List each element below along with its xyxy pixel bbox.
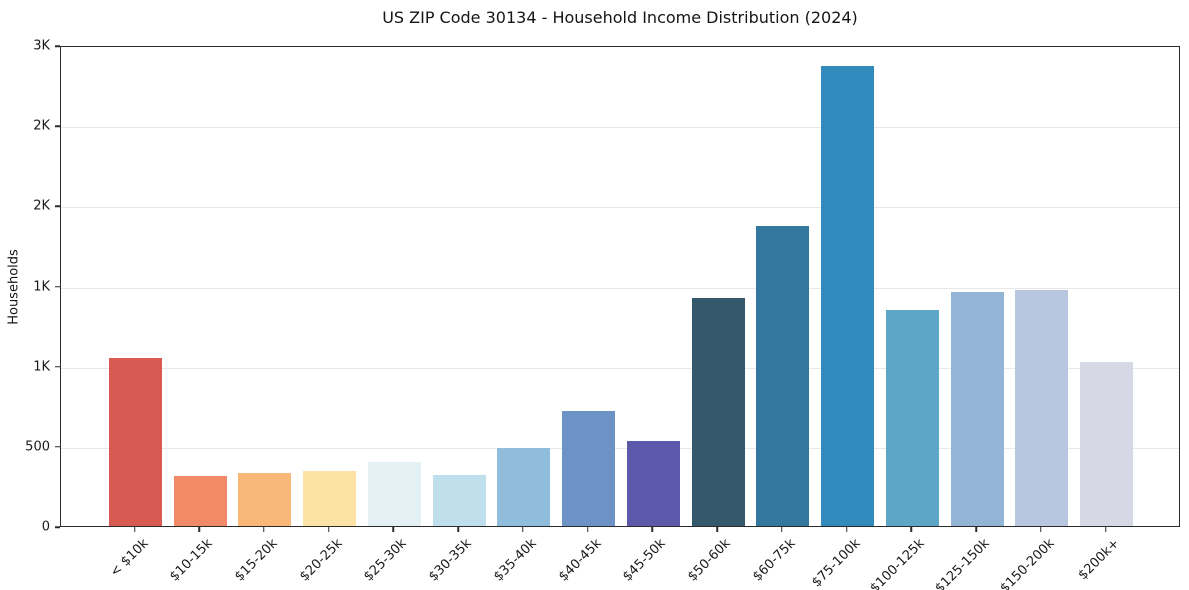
gridline bbox=[61, 287, 1179, 289]
y-tick-label: 1K bbox=[33, 279, 50, 294]
bar-50-60k bbox=[691, 298, 745, 526]
gridline bbox=[61, 127, 1179, 129]
x-tick-label: $125-150k bbox=[932, 536, 993, 590]
x-tick-mark bbox=[522, 527, 524, 532]
x-tick-label: $75-100k bbox=[808, 536, 864, 590]
y-tick-label: 2K bbox=[33, 198, 50, 214]
bar-75-100k bbox=[821, 65, 875, 526]
y-tick-mark bbox=[55, 526, 60, 528]
x-tick-mark bbox=[198, 527, 200, 532]
chart-title: US ZIP Code 30134 - Household Income Dis… bbox=[382, 8, 858, 27]
x-tick-mark bbox=[845, 527, 848, 532]
x-tick-label: $150-200k bbox=[997, 536, 1058, 590]
x-tick-mark bbox=[1040, 527, 1042, 532]
x-tick-mark bbox=[910, 527, 913, 532]
x-tick-mark bbox=[716, 527, 718, 532]
bar-100-125k bbox=[885, 310, 939, 526]
x-tick-label: $45-50k bbox=[620, 536, 669, 585]
bar-125-150k bbox=[950, 291, 1004, 526]
y-tick-mark bbox=[55, 125, 60, 127]
x-tick-mark bbox=[781, 527, 783, 532]
x-tick-mark bbox=[327, 527, 330, 532]
x-tick-label: $35-40k bbox=[491, 536, 540, 585]
y-tick-label: 3K bbox=[33, 38, 50, 54]
x-tick-label: $10-15k bbox=[167, 536, 216, 585]
x-tick-mark bbox=[133, 527, 136, 532]
x-tick-mark bbox=[263, 527, 265, 532]
bar-45-50k bbox=[626, 441, 680, 526]
y-tick-label: 2K bbox=[33, 118, 50, 134]
x-tick-label: < $10k bbox=[107, 536, 152, 581]
x-tick-label: $15-20k bbox=[232, 536, 281, 585]
x-tick-mark bbox=[1104, 527, 1107, 532]
y-tick-mark bbox=[55, 45, 60, 47]
bar-15-20k bbox=[238, 473, 292, 526]
y-tick-label: 0 bbox=[41, 519, 50, 535]
y-tick-mark bbox=[55, 285, 60, 288]
x-tick-mark bbox=[457, 527, 459, 532]
x-tick-label: $40-45k bbox=[555, 536, 605, 585]
bar-10k bbox=[109, 357, 162, 526]
bar-20-25k bbox=[303, 470, 357, 526]
x-tick-mark bbox=[651, 527, 654, 532]
x-tick-label: $20-25k bbox=[296, 536, 346, 585]
y-tick-label: 500 bbox=[25, 439, 50, 455]
x-tick-mark bbox=[586, 527, 589, 532]
bar-10-15k bbox=[173, 475, 227, 526]
y-tick-label: 1K bbox=[33, 359, 50, 375]
y-tick-mark bbox=[55, 365, 60, 368]
bar-35-40k bbox=[497, 448, 551, 526]
x-tick-label: $50-60k bbox=[685, 536, 734, 585]
gridline bbox=[61, 207, 1179, 209]
bar-150-200k bbox=[1015, 290, 1069, 526]
bar-200k bbox=[1080, 362, 1133, 526]
x-tick-label: $100-125k bbox=[867, 536, 928, 590]
x-tick-label: $200k+ bbox=[1075, 536, 1123, 584]
gridline bbox=[61, 367, 1179, 369]
bar-30-35k bbox=[432, 474, 486, 526]
x-tick-mark bbox=[975, 527, 977, 532]
y-tick-mark bbox=[55, 446, 60, 448]
y-tick-mark bbox=[55, 205, 60, 208]
gridline bbox=[61, 447, 1179, 449]
x-tick-label: $60-75k bbox=[749, 536, 799, 585]
bar-60-75k bbox=[756, 226, 810, 526]
x-tick-label: $30-35k bbox=[426, 536, 475, 585]
bar-25-30k bbox=[367, 461, 421, 526]
x-tick-mark bbox=[392, 527, 395, 532]
plot-area bbox=[60, 46, 1180, 527]
bar-40-45k bbox=[562, 410, 616, 526]
x-tick-label: $25-30k bbox=[361, 536, 411, 585]
